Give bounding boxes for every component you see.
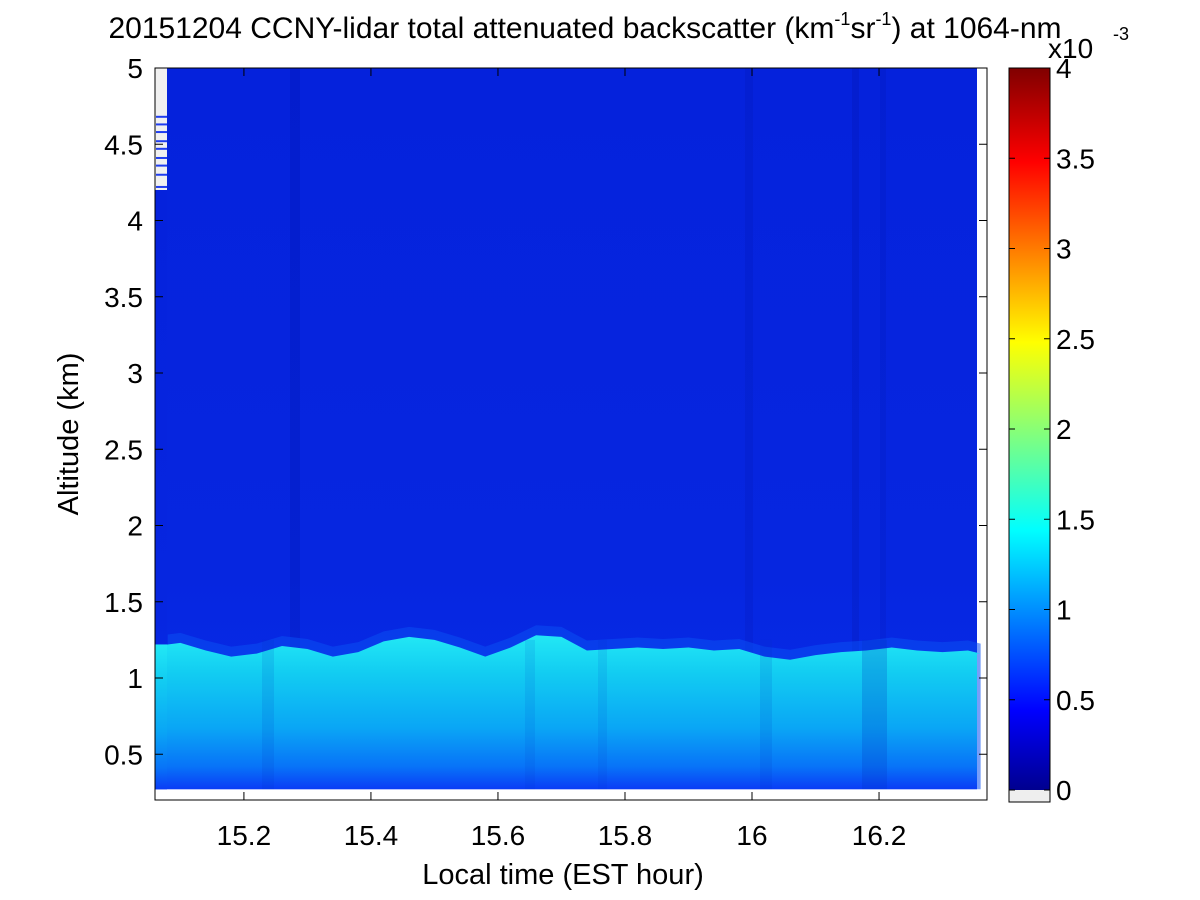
x-tick-label: 16 [736,820,767,851]
y-tick-label: 2.5 [104,434,143,465]
x-axis-label: Local time (EST hour) [422,859,704,891]
colorbar-tick-label: 1.5 [1056,504,1095,535]
colorbar-gradient [1009,68,1050,790]
y-tick-label: 1.5 [104,587,143,618]
backscatter-streak [290,68,300,790]
y-tick-label: 3.5 [104,282,143,313]
y-tick-label: 3 [127,358,143,389]
boundary-layer-column [862,639,887,790]
boundary-layer-region [167,635,981,790]
boundary-layer-column [525,639,535,790]
colorbar-frame [1008,67,1051,803]
backscatter-streak [852,68,859,790]
colorbar-multiplier-exponent: -3 [1113,24,1129,44]
x-tick-label: 15.8 [598,820,653,851]
boundary-layer-column [760,639,772,790]
colorbar-tick-label: 4 [1056,53,1072,84]
boundary-layer-column [598,639,607,790]
chart-title: 20151204 CCNY-lidar total attenuated bac… [108,9,1062,45]
y-tick-label: 0.5 [104,739,143,770]
colorbar-tick-label: 1 [1056,595,1072,626]
colorbar-tick-label: 3 [1056,234,1072,265]
y-tick-label: 4.5 [104,129,143,160]
y-tick-label: 4 [127,206,143,237]
x-tick-label: 15.6 [471,820,526,851]
colorbar-tick-label: 0 [1056,775,1072,806]
colorbar-multiplier: x10 [1048,33,1093,64]
y-axis-label: Altitude (km) [53,353,85,516]
y-tick-label: 1 [127,663,143,694]
colorbar-tick-label: 0.5 [1056,685,1095,716]
backscatter-streak [880,68,886,790]
colorbar-nodata-swatch [1009,790,1050,802]
plot-frame [154,67,988,801]
x-tick-label: 15.2 [217,820,272,851]
missing-data-column [155,68,167,190]
boundary-layer-column [262,639,274,790]
x-tick-label: 16.2 [852,820,907,851]
early-profile-column [155,190,167,790]
colorbar-tick-label: 2 [1056,414,1072,445]
y-tick-label: 2 [127,511,143,542]
backscatter-streak [745,68,753,790]
colorbar-tick-label: 3.5 [1056,143,1095,174]
y-tick-label: 5 [127,53,143,84]
x-tick-label: 15.4 [344,820,399,851]
no-data-strip [155,789,987,800]
early-profile-boundary-layer [155,644,167,790]
colorbar-tick-label: 2.5 [1056,324,1095,355]
